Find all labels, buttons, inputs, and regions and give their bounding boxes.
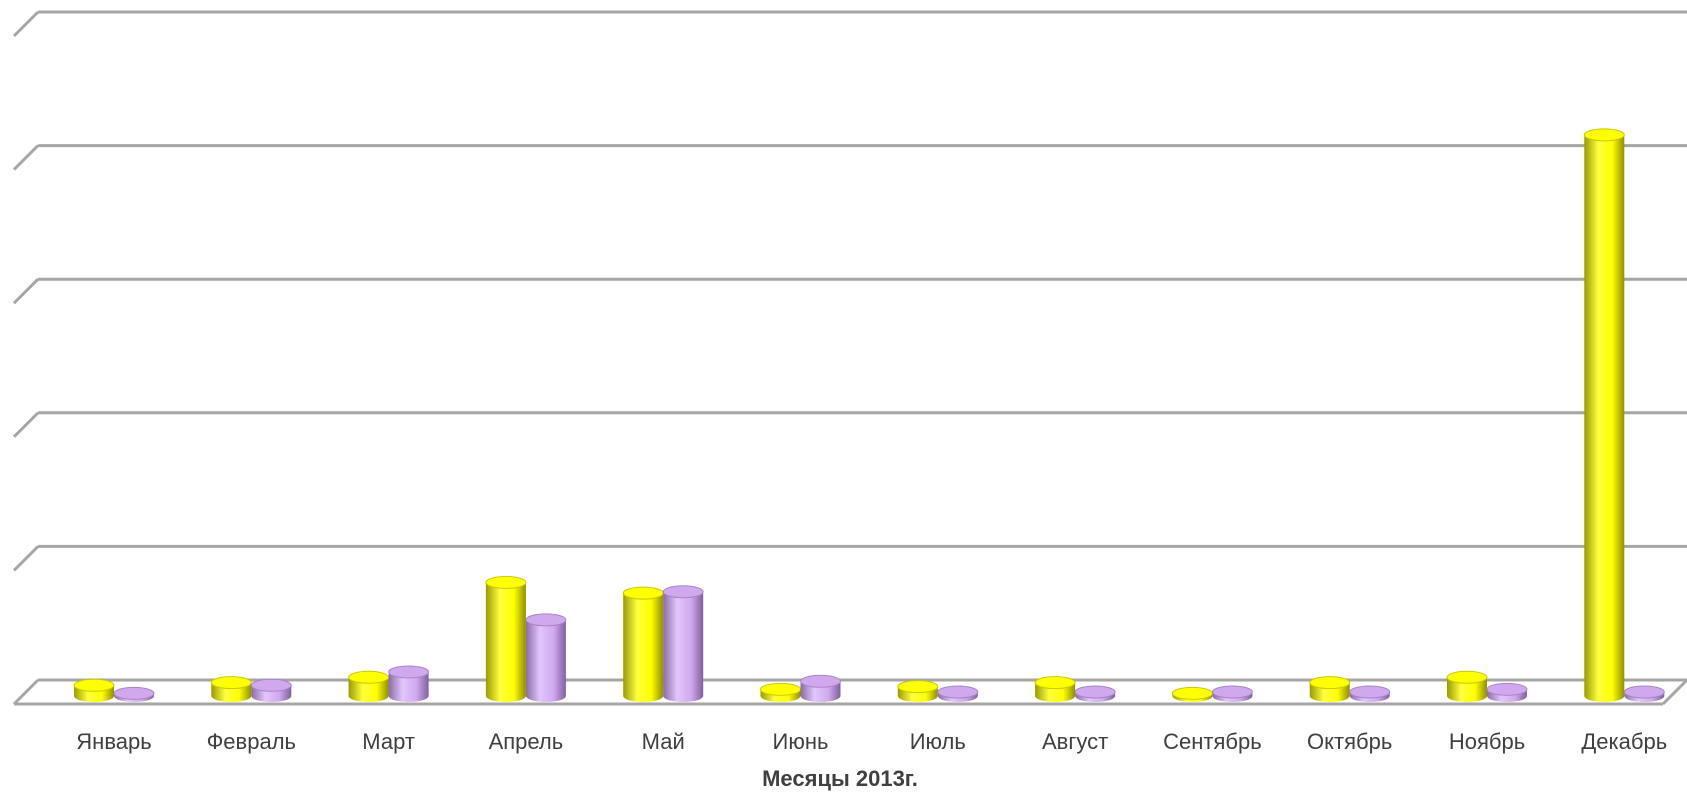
bar-2-Апрель [525,613,567,702]
bar-1-Октябрь [1309,676,1351,702]
series-2 [113,585,1665,702]
bar-2-Октябрь [1349,685,1391,702]
gridline [12,544,1687,572]
gridline [12,678,1687,706]
bar-2-Декабрь [1623,685,1665,702]
gridline [12,10,1687,38]
bar-1-Июнь [760,682,801,702]
x-tick-label: Январь [76,729,151,754]
x-tick-label: Февраль [207,729,296,754]
bar-2-Январь [113,686,155,702]
x-axis-tick-labels: Январь Февраль Март Апрель Май Июнь Июль Август… [76,729,1667,754]
bar-2-Июнь [800,674,841,702]
plot-area [73,128,1665,703]
bar-2-Май [662,585,704,702]
bar-1-Июль [897,680,939,702]
x-tick-label: Август [1042,729,1108,754]
floor-edge [14,678,1687,706]
x-tick-label: Май [642,729,685,754]
x-tick-label: Сентябрь [1163,729,1262,754]
x-tick-label: Октябрь [1307,729,1392,754]
x-tick-label: Июль [910,729,966,754]
x-tick-label: Декабрь [1581,729,1667,754]
x-tick-label: Апрель [489,729,564,754]
bar-1-Ноябрь [1446,670,1488,702]
bar-2-Февраль [250,678,292,702]
bar-2-Июль [937,685,979,702]
bar-1-Май [622,586,664,702]
bar-1-Декабрь [1583,128,1625,702]
bar-1-Август [1034,676,1076,702]
gridlines [12,10,1687,706]
series-1 [73,128,1625,703]
x-tick-label: Март [362,729,415,754]
x-axis-title: Месяцы 2013г. [762,766,918,791]
bar-2-Сентябрь [1211,685,1253,702]
gridline [12,144,1687,171]
x-tick-label: Ноябрь [1449,729,1525,754]
bar-1-Январь [73,678,115,702]
bar-2-Ноябрь [1486,682,1528,702]
gridline [12,277,1687,305]
bar-1-Февраль [210,676,252,702]
bar-2-Август [1074,685,1116,702]
bar-1-Март [348,670,390,702]
bar-1-Апрель [485,575,527,703]
bar-2-Март [388,665,430,702]
bar-1-Сентябрь [1171,686,1213,702]
gridline [12,411,1687,438]
x-tick-label: Июнь [773,729,829,754]
